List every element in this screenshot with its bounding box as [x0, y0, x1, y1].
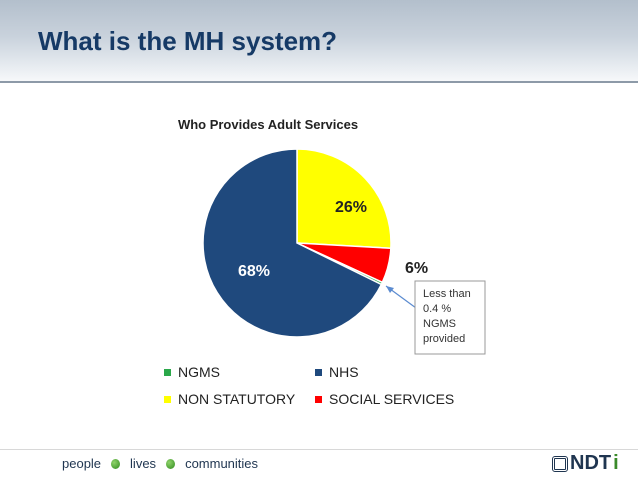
legend-swatch-nhs — [315, 369, 322, 376]
logo-text-i: i — [613, 452, 619, 474]
tagline-people: people — [62, 456, 102, 471]
legend: NGMS NHS NON STATUTORY SOCIAL SERVICES — [164, 364, 454, 407]
pie-slice-non-statutory — [296, 148, 392, 250]
slide-title: What is the MH system? — [38, 26, 338, 56]
pie-chart: Who Provides Adult Services 26% 6% 68% L… — [138, 96, 495, 412]
slide-header: What is the MH system? — [0, 0, 638, 83]
annotation-box — [414, 280, 486, 355]
legend-nhs: NHS — [329, 364, 359, 380]
legend-ngms: NGMS — [178, 364, 220, 380]
annotation-text: Less than 0.4 % NGMS provided — [423, 288, 474, 345]
arrow-head-icon — [386, 286, 394, 293]
ndti-logo: NDT i — [552, 452, 619, 475]
label-non-statutory: 26% — [335, 199, 367, 216]
legend-swatch-non-statutory — [164, 396, 171, 403]
green-bullet-icon — [166, 458, 176, 469]
footer-divider — [0, 449, 638, 450]
tagline-lives: lives — [130, 456, 157, 471]
logo-mark-icon — [552, 455, 568, 472]
tagline-communities: communities — [185, 456, 259, 471]
legend-non-statutory: NON STATUTORY — [178, 391, 296, 407]
chart-title: Who Provides Adult Services — [178, 117, 358, 132]
footer-tagline: people lives communities — [62, 456, 258, 471]
pie-slice-nhs — [202, 148, 383, 338]
logo-text: NDT — [570, 452, 612, 474]
legend-swatch-ngms — [164, 369, 171, 376]
label-social-services: 6% — [405, 260, 428, 277]
legend-swatch-social-services — [315, 396, 322, 403]
label-nhs: 68% — [238, 263, 270, 280]
legend-social-services: SOCIAL SERVICES — [329, 391, 454, 407]
green-bullet-icon — [111, 458, 121, 469]
chart-svg: Who Provides Adult Services 26% 6% 68% L… — [164, 117, 486, 407]
